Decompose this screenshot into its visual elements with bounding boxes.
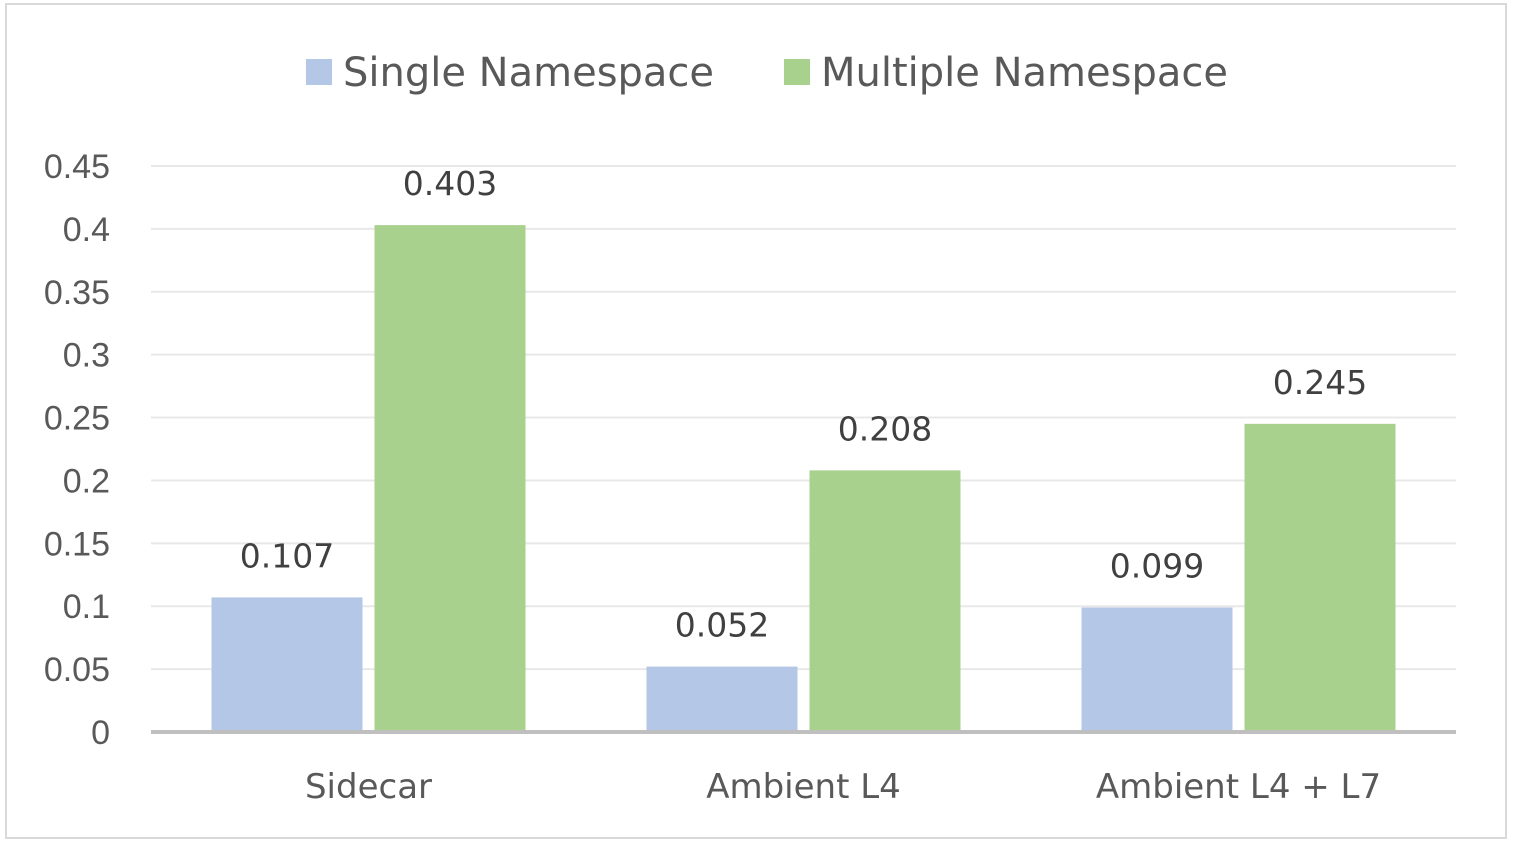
y-tick-label: 0 (91, 714, 110, 752)
legend-label: Multiple Namespace (821, 50, 1228, 96)
y-tick-label: 0.1 (63, 588, 110, 626)
bar-single-namespace (211, 597, 363, 732)
data-label: 0.403 (403, 164, 497, 203)
legend-swatch (306, 59, 332, 85)
y-tick-label: 0.3 (63, 337, 110, 375)
bar-single-namespace (1081, 607, 1233, 732)
bar-multiple-namespace (1244, 423, 1396, 732)
y-tick-label: 0.45 (44, 148, 110, 186)
data-label: 0.099 (1110, 546, 1204, 585)
y-tick-label: 0.25 (44, 400, 110, 438)
x-category-label: Sidecar (305, 767, 432, 807)
gridlines (151, 165, 1456, 671)
bar-multiple-namespace (809, 470, 961, 732)
data-label: 0.107 (240, 536, 334, 575)
legend: Single Namespace Multiple Namespace (306, 50, 1228, 96)
bar-single-namespace (646, 666, 798, 732)
data-label: 0.208 (838, 409, 932, 448)
legend-label: Single Namespace (343, 50, 714, 96)
bars (211, 225, 1396, 733)
legend-swatch (784, 59, 810, 85)
data-labels: 0.107 0.403 0.052 0.208 0.099 0.245 (240, 164, 1367, 644)
y-tick-label: 0.15 (44, 525, 110, 563)
x-category-label: Ambient L4 (706, 767, 901, 807)
x-category-label: Ambient L4 + L7 (1096, 767, 1381, 807)
y-tick-label: 0.35 (44, 274, 110, 312)
y-axis-ticks: 0 0.05 0.1 0.15 0.2 0.25 0.3 0.35 0.4 0.45 (44, 148, 110, 752)
y-tick-label: 0.05 (44, 651, 110, 689)
x-axis-categories: Sidecar Ambient L4 Ambient L4 + L7 (305, 767, 1381, 807)
data-label: 0.052 (675, 606, 769, 645)
bar-multiple-namespace (374, 225, 526, 733)
data-label: 0.245 (1273, 363, 1367, 402)
y-tick-label: 0.4 (63, 211, 110, 249)
y-tick-label: 0.2 (63, 462, 110, 500)
